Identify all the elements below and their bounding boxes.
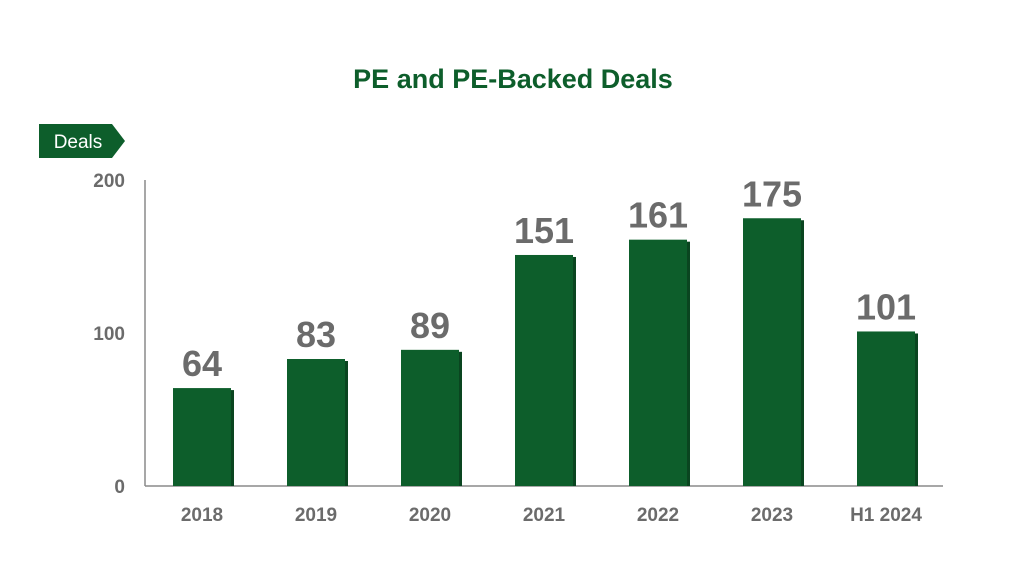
- bar-2023: [743, 218, 801, 486]
- data-label: 101: [856, 286, 916, 327]
- bar-2020: [401, 349, 459, 486]
- bar-2018: [173, 388, 231, 486]
- x-tick-label: H1 2024: [850, 505, 922, 526]
- x-tick-label: 2023: [751, 505, 793, 526]
- y-axis-label-tag-shape: [39, 124, 125, 158]
- data-label: 64: [182, 343, 222, 384]
- x-tick-label: 2022: [637, 505, 679, 526]
- y-tick-label: 200: [93, 171, 125, 192]
- x-axis-ticks: 2018 2019 2020 2021 2022 2023 H1 2024: [181, 505, 922, 526]
- bar-2021: [515, 254, 573, 486]
- y-axis-ticks: 0 100 200: [93, 171, 125, 498]
- x-tick-label: 2018: [181, 505, 223, 526]
- data-label: 161: [628, 195, 688, 236]
- x-tick-label: 2019: [295, 505, 337, 526]
- data-labels: 64 83 89 151 161 175 101: [182, 173, 916, 384]
- y-tick-label: 100: [93, 324, 125, 345]
- chart-title: PE and PE-Backed Deals: [353, 64, 673, 94]
- data-label: 83: [296, 314, 336, 355]
- y-tick-label: 0: [114, 477, 125, 498]
- bar-2022: [629, 239, 687, 486]
- data-label: 151: [514, 210, 574, 251]
- data-label: 175: [742, 173, 802, 214]
- data-label: 89: [410, 305, 450, 346]
- bar-2019: [287, 359, 345, 486]
- bar-h1-2024: [857, 331, 915, 486]
- y-axis-label: Deals: [54, 132, 103, 153]
- y-axis-label-tag: Deals: [39, 124, 125, 158]
- x-tick-label: 2021: [523, 505, 566, 526]
- bars: [173, 218, 918, 486]
- x-tick-label: 2020: [409, 505, 451, 526]
